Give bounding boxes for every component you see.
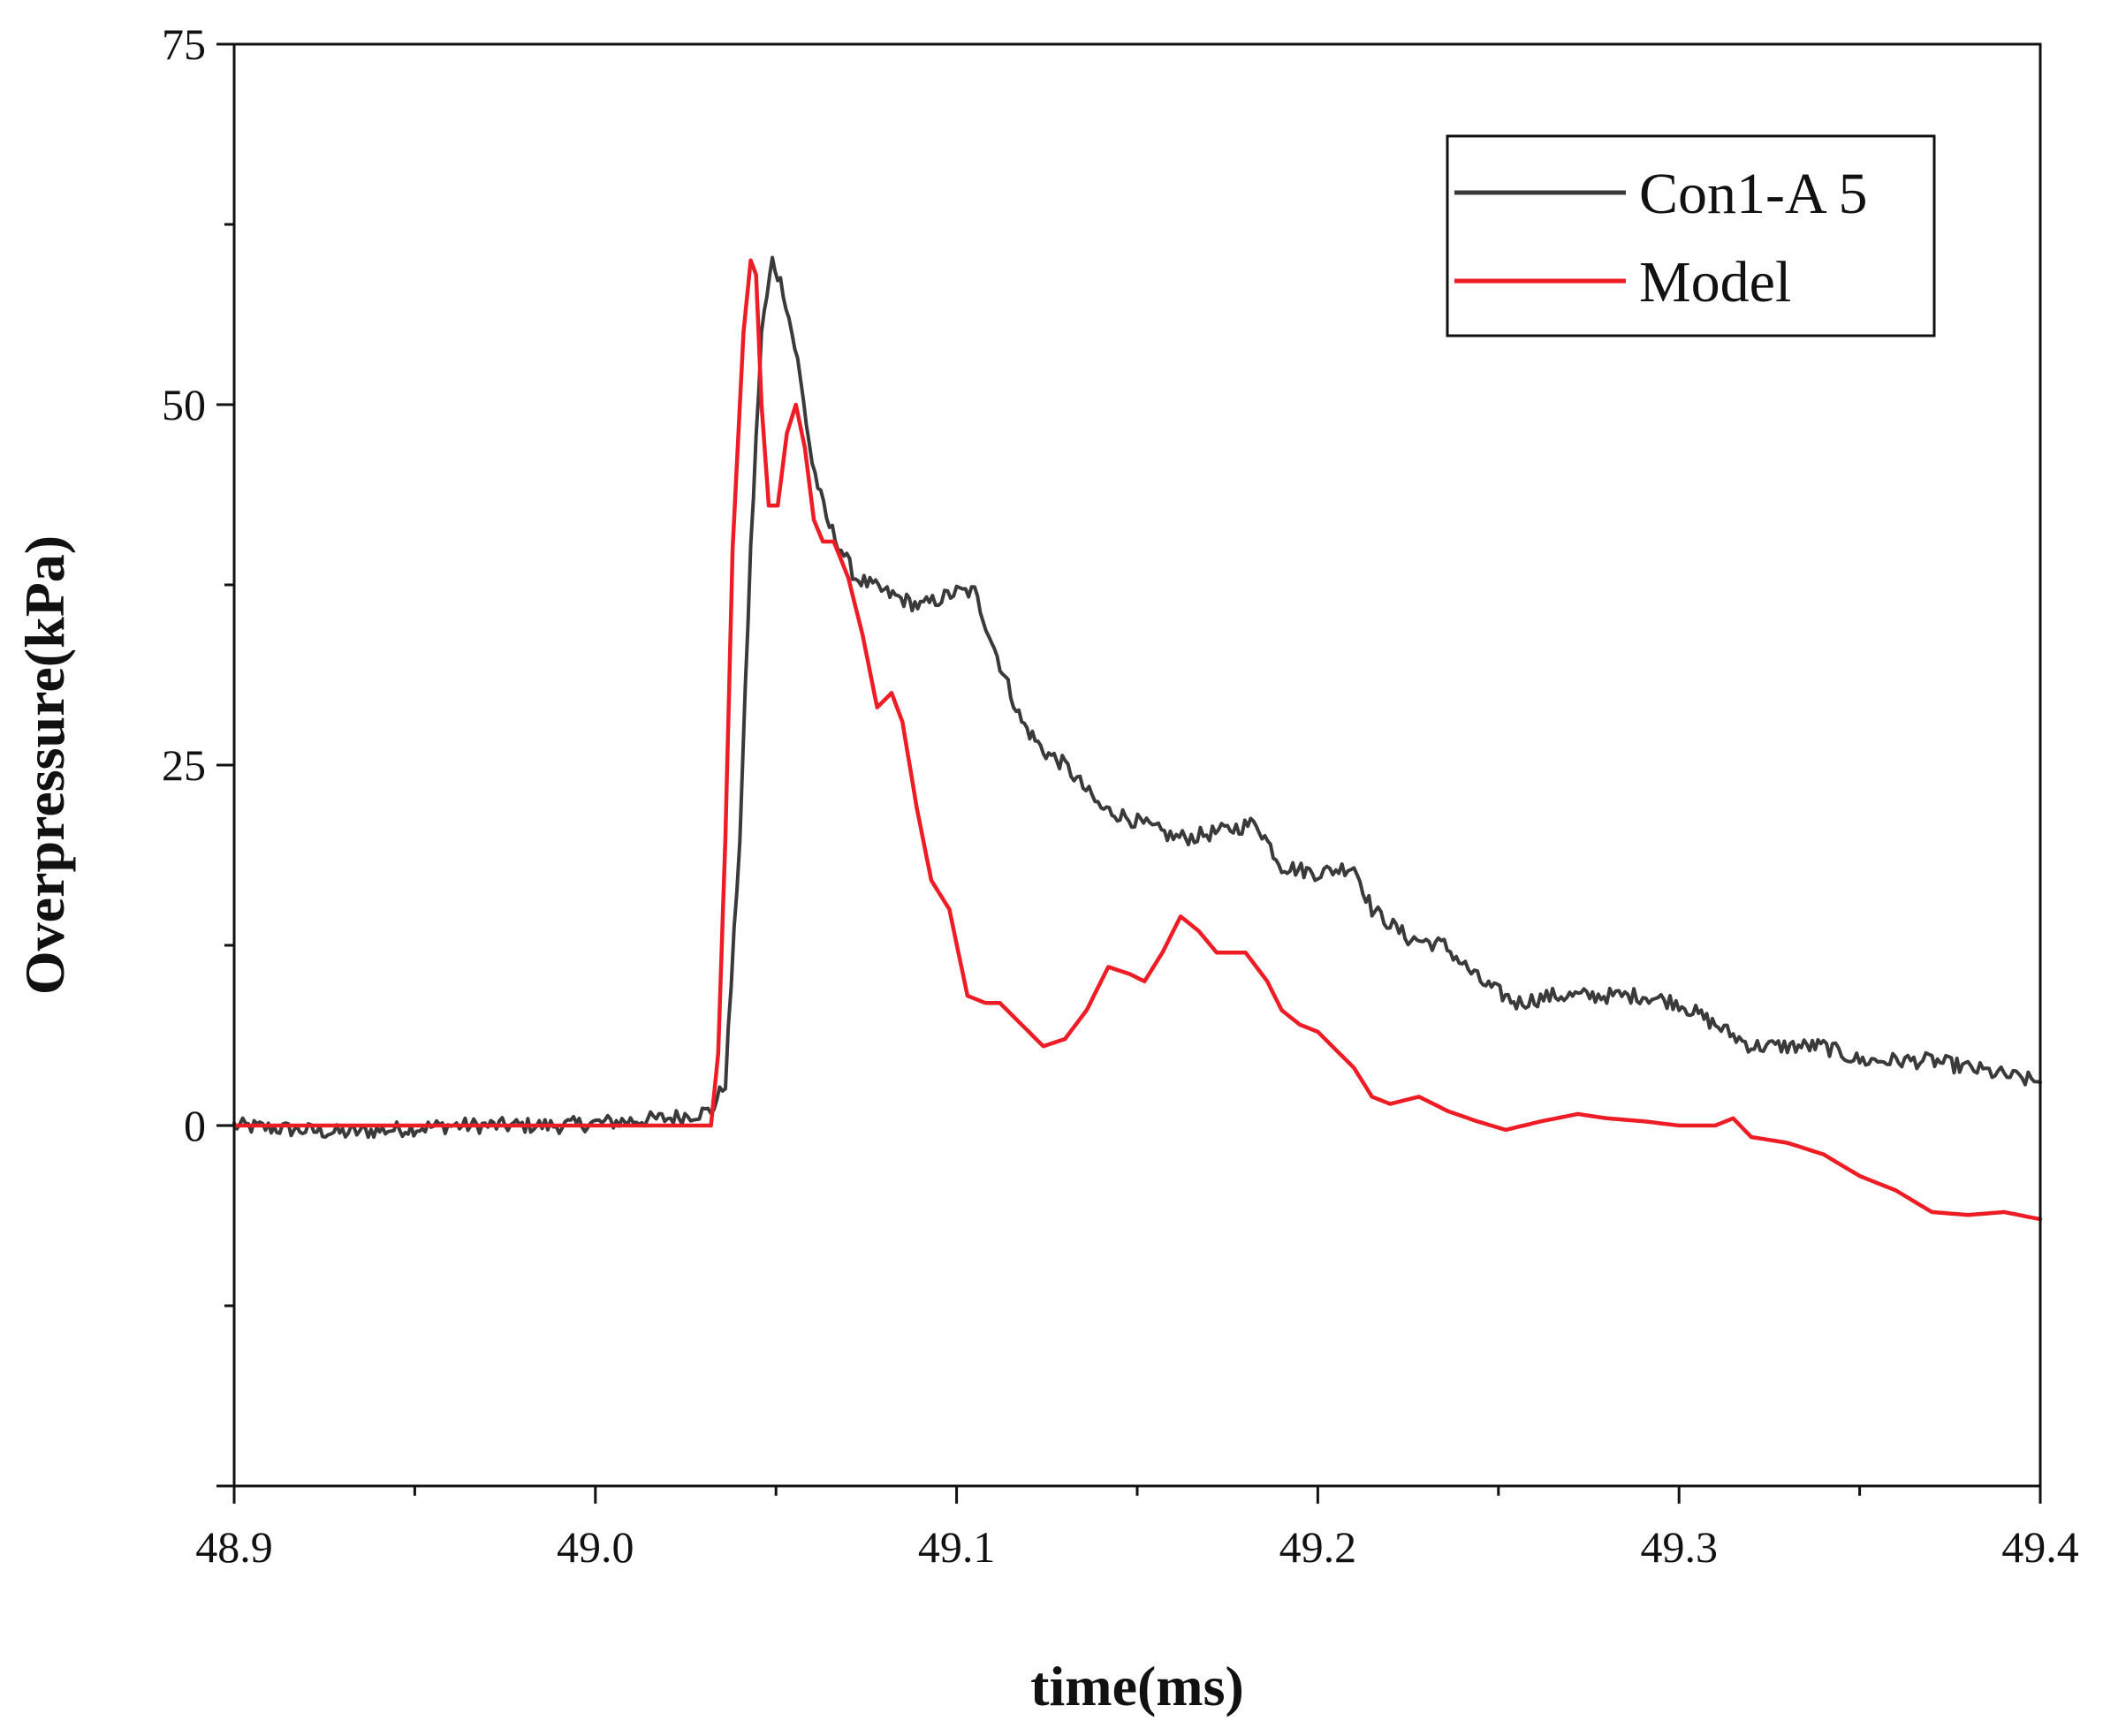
x-tick-label: 49.1 xyxy=(918,1522,996,1572)
x-tick-label: 49.4 xyxy=(2001,1522,2079,1572)
legend: Con1-A 5 Model xyxy=(1446,134,1936,337)
legend-label-con1-a5: Con1-A 5 xyxy=(1639,162,1868,226)
y-axis-title: Overpressure(kPa) xyxy=(13,535,76,995)
x-tick-label: 48.9 xyxy=(195,1522,273,1572)
y-tick-label: 50 xyxy=(162,380,206,429)
axis-layer: 48.9 49.0 49.1 49.2 49.3 49.4 0 25 50 75 xyxy=(162,19,2079,1572)
x-tick-label: 49.0 xyxy=(557,1522,634,1572)
y-tick-label: 75 xyxy=(162,19,206,69)
y-tick-label: 25 xyxy=(162,740,206,790)
x-tick-label: 49.2 xyxy=(1279,1522,1357,1572)
series-line-con1-a5 xyxy=(232,255,2042,1140)
x-tick-label: 49.3 xyxy=(1640,1522,1718,1572)
legend-label-model: Model xyxy=(1639,250,1791,315)
y-tick-label: 0 xyxy=(184,1101,206,1150)
legend-box xyxy=(1446,134,1936,337)
series-layer xyxy=(232,255,2043,1222)
x-axis-title: time(ms) xyxy=(1030,1655,1244,1717)
series-line-model xyxy=(232,258,2043,1222)
